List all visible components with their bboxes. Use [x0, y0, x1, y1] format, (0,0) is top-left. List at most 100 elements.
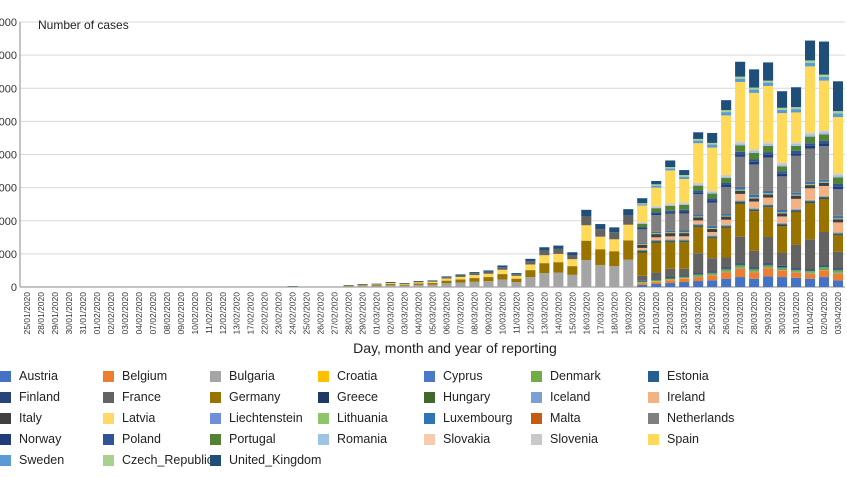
legend-label: Malta: [550, 411, 581, 425]
bar-segment: [735, 202, 746, 204]
bar-segment: [539, 255, 550, 264]
bar-segment: [707, 271, 718, 273]
bar-segment: [651, 215, 662, 232]
bar-segment: [805, 183, 816, 185]
bar-segment: [735, 141, 746, 143]
bar-segment: [805, 184, 816, 186]
bar-segment: [735, 190, 746, 191]
bar-segment: [553, 248, 564, 254]
bar-segment: [832, 219, 844, 223]
bar-segment: [832, 270, 844, 273]
bar-segment: [763, 267, 774, 268]
bar-segment: [595, 249, 606, 265]
bar-segment: [651, 282, 662, 285]
bar-segment: [763, 194, 774, 198]
x-tick-label: 25/02/2020: [302, 292, 312, 335]
bar-segment: [805, 201, 816, 203]
bar-segment: [707, 225, 718, 227]
legend-swatch: [531, 391, 542, 403]
bar-segment: [385, 284, 396, 286]
legend-swatch: [103, 412, 114, 424]
bar-segment: [832, 232, 844, 234]
bar-segment: [749, 197, 760, 198]
bar-segment: [832, 183, 844, 187]
bar-segment: [609, 227, 620, 233]
bar-segment: [805, 40, 816, 61]
bar-segment: [777, 164, 788, 165]
legend-swatch: [103, 433, 114, 445]
x-tick-label: 24/03/2020: [693, 292, 703, 335]
bar-segment: [791, 211, 802, 245]
bar-segment: [735, 236, 746, 264]
bar-segment: [777, 166, 788, 172]
x-tick-label: 31/03/2020: [791, 292, 801, 335]
y-tick-label: 8000: [0, 17, 17, 29]
x-tick-label: 30/01/2020: [64, 292, 74, 335]
bar-segment: [665, 210, 676, 213]
bar-segment: [441, 283, 452, 287]
bar-segment: [707, 275, 718, 281]
bar-segment: [637, 243, 648, 245]
bar-segment: [777, 107, 788, 110]
bar-segment: [693, 224, 704, 226]
bar-segment: [707, 236, 718, 238]
bar-segment: [721, 176, 732, 179]
bar-segment: [791, 244, 802, 269]
legend-label: Croatia: [337, 369, 378, 383]
legend-swatch: [531, 412, 542, 424]
legend-swatch: [318, 412, 329, 424]
bar-segment: [721, 215, 732, 217]
bar-segment: [721, 268, 732, 270]
bar-segment: [805, 136, 816, 144]
bar-segment: [455, 276, 466, 280]
x-tick-label: 22/03/2020: [665, 292, 675, 335]
bar-segment: [665, 213, 676, 231]
bar-segment: [637, 281, 648, 282]
bar-segment: [497, 265, 508, 268]
bar-segment: [693, 140, 704, 144]
bar-segment: [679, 268, 690, 276]
x-tick-label: 27/02/2020: [330, 292, 340, 335]
legend-label: Bulgaria: [229, 369, 275, 383]
legend-swatch: [0, 412, 11, 424]
legend-item: Lithuania: [318, 410, 388, 426]
bar-segment: [399, 284, 410, 286]
bar-segment: [721, 100, 732, 111]
bar-segment: [651, 279, 662, 280]
bar-segment: [679, 239, 690, 241]
bar-segment: [777, 270, 788, 278]
bar-segment: [777, 176, 788, 210]
bar-segment: [693, 225, 704, 227]
bar-segment: [721, 178, 732, 183]
x-tick-label: 18/03/2020: [609, 292, 619, 335]
bar-segment: [483, 271, 494, 274]
bar-segment: [637, 223, 648, 224]
bar-segment: [469, 275, 480, 279]
bar-segment: [637, 249, 648, 251]
bar-segment: [567, 255, 578, 260]
bar-segment: [371, 285, 382, 287]
bar-segment: [469, 278, 480, 282]
bar-segment: [832, 235, 844, 252]
bar-segment: [791, 87, 802, 108]
bar-segment: [455, 275, 466, 277]
bar-segment: [805, 273, 816, 279]
bar-segment: [805, 273, 816, 274]
legend-item: France: [103, 389, 161, 405]
bar-segment: [721, 186, 732, 214]
bar-segment: [707, 228, 718, 229]
bar-segment: [832, 218, 844, 219]
bar-segment: [749, 211, 760, 251]
x-tick-label: 11/02/2020: [204, 292, 214, 334]
bar-segment: [721, 226, 732, 228]
bar-segment: [777, 91, 788, 108]
y-tick-label: 5000: [0, 116, 17, 128]
bar-segment: [749, 278, 760, 287]
bar-segment: [679, 278, 690, 283]
bar-segment: [693, 276, 704, 277]
bar-segment: [679, 236, 690, 240]
bar-segment: [777, 269, 788, 270]
bar-segment: [693, 143, 704, 183]
bar-segment: [735, 203, 746, 237]
bar-segment: [791, 112, 802, 143]
